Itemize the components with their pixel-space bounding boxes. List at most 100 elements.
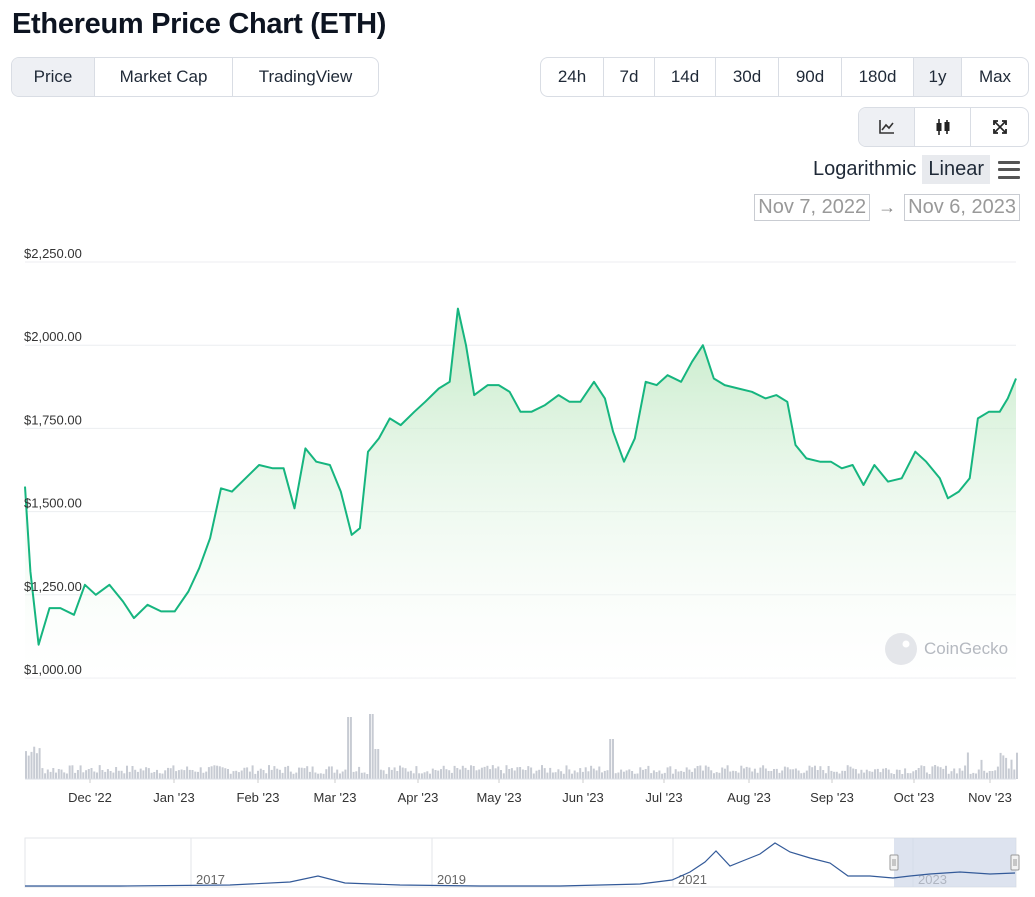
- navigator-handle[interactable]: [889, 854, 899, 871]
- line-chart-button[interactable]: [859, 108, 915, 146]
- volume-bar: [625, 770, 628, 779]
- volume-bar: [595, 770, 598, 779]
- volume-bar: [248, 771, 251, 779]
- volume-bar: [287, 765, 290, 779]
- x-tick-label: Aug '23: [727, 790, 771, 805]
- x-tick-label: Jan '23: [153, 790, 195, 805]
- x-tick-label: May '23: [476, 790, 521, 805]
- navigator-year-label: 2019: [437, 872, 466, 887]
- volume-bar: [988, 771, 991, 779]
- volume-bar: [254, 773, 257, 779]
- volume-bar: [803, 772, 806, 779]
- x-tick-label: Mar '23: [314, 790, 357, 805]
- volume-bar: [453, 765, 456, 779]
- volume-bar: [49, 771, 52, 779]
- volume-bar: [300, 767, 303, 779]
- volume-bar: [349, 717, 352, 779]
- page-title: Ethereum Price Chart (ETH): [12, 8, 387, 40]
- volume-bar: [865, 769, 868, 779]
- range-14d-button[interactable]: 14d: [655, 58, 716, 96]
- volume-bar: [688, 769, 691, 779]
- volume-bar: [259, 768, 262, 779]
- hamburger-menu-icon[interactable]: [998, 160, 1020, 179]
- volume-bar: [98, 765, 101, 779]
- range-180d-button[interactable]: 180d: [842, 58, 914, 96]
- range-1y-button[interactable]: 1y: [914, 58, 962, 96]
- volume-bar: [969, 773, 972, 779]
- coingecko-eye-icon: [902, 640, 910, 648]
- volume-bar: [284, 766, 287, 779]
- volume-bar: [333, 772, 336, 779]
- range-max-button[interactable]: Max: [978, 67, 1012, 86]
- volume-bar: [587, 771, 590, 779]
- volume-bar: [306, 766, 309, 779]
- volume-bar: [112, 772, 115, 779]
- volume-bar: [743, 768, 745, 779]
- volume-bar: [298, 767, 300, 779]
- volume-bar: [161, 773, 164, 779]
- volume-bar: [628, 769, 631, 779]
- volume-bar: [379, 769, 382, 779]
- logarithmic-option[interactable]: Logarithmic: [813, 158, 917, 180]
- volume-bar: [276, 768, 279, 779]
- volume-bar: [319, 773, 322, 779]
- chart-view-tabs: [858, 107, 1029, 147]
- volume-bar: [770, 771, 773, 779]
- volume-bar: [82, 772, 85, 779]
- volume-bar: [142, 770, 145, 779]
- volume-bar: [257, 770, 259, 779]
- tab-market-cap[interactable]: Market Cap: [95, 58, 233, 96]
- volume-bar: [205, 771, 208, 779]
- date-from-input[interactable]: Nov 7, 2022: [754, 194, 871, 221]
- volume-bar: [344, 769, 347, 779]
- range-90d-button[interactable]: 90d: [779, 58, 842, 96]
- volume-bar: [786, 767, 789, 779]
- volume-bar: [55, 772, 57, 779]
- volume-bar: [830, 770, 833, 779]
- date-range: Nov 7, 2022 → Nov 6, 2023: [754, 194, 1020, 221]
- linear-option[interactable]: Linear: [922, 155, 990, 184]
- range-24h-button[interactable]: 24h: [541, 58, 604, 96]
- volume-bar: [879, 772, 882, 779]
- volume-bar: [819, 766, 822, 779]
- range-7d-button[interactable]: 7d: [604, 58, 655, 96]
- volume-bar: [535, 770, 538, 779]
- tab-price[interactable]: Price: [12, 58, 95, 96]
- volume-bar: [216, 765, 219, 779]
- candlestick-button[interactable]: [915, 108, 971, 146]
- volume-bar: [737, 772, 740, 779]
- navigator-handle[interactable]: [1010, 854, 1020, 871]
- volume-bar: [183, 770, 186, 779]
- expand-button[interactable]: [971, 108, 1028, 146]
- volume-bar: [822, 770, 825, 779]
- volume-bar: [631, 771, 634, 779]
- volume-bar: [713, 773, 715, 779]
- tab-tradingview[interactable]: TradingView: [258, 67, 353, 86]
- volume-bar: [958, 768, 961, 779]
- volume-bar: [393, 767, 396, 779]
- volume-bar: [314, 772, 317, 779]
- volume-bar: [658, 770, 661, 779]
- date-to-input[interactable]: Nov 6, 2023: [904, 194, 1020, 221]
- range-30d-button[interactable]: 30d: [716, 58, 779, 96]
- volume-bar: [950, 771, 953, 779]
- volume-bar: [783, 766, 786, 779]
- volume-bar: [450, 772, 453, 779]
- volume-bar: [369, 714, 371, 779]
- volume-bar: [846, 765, 849, 779]
- navigator-selection[interactable]: [894, 838, 1016, 887]
- volume-bar: [647, 765, 650, 779]
- volume-bar: [661, 773, 664, 779]
- volume-bar: [347, 717, 350, 779]
- volume-bar: [153, 772, 156, 779]
- volume-bar: [147, 768, 150, 779]
- volume-bar: [718, 772, 721, 779]
- volume-bar: [330, 766, 333, 779]
- volume-bar: [781, 770, 784, 779]
- volume-bar: [551, 772, 554, 779]
- expand-icon: [992, 120, 1007, 134]
- volume-bar: [459, 769, 462, 779]
- volume-bar: [541, 765, 543, 779]
- volume-bar: [893, 774, 896, 779]
